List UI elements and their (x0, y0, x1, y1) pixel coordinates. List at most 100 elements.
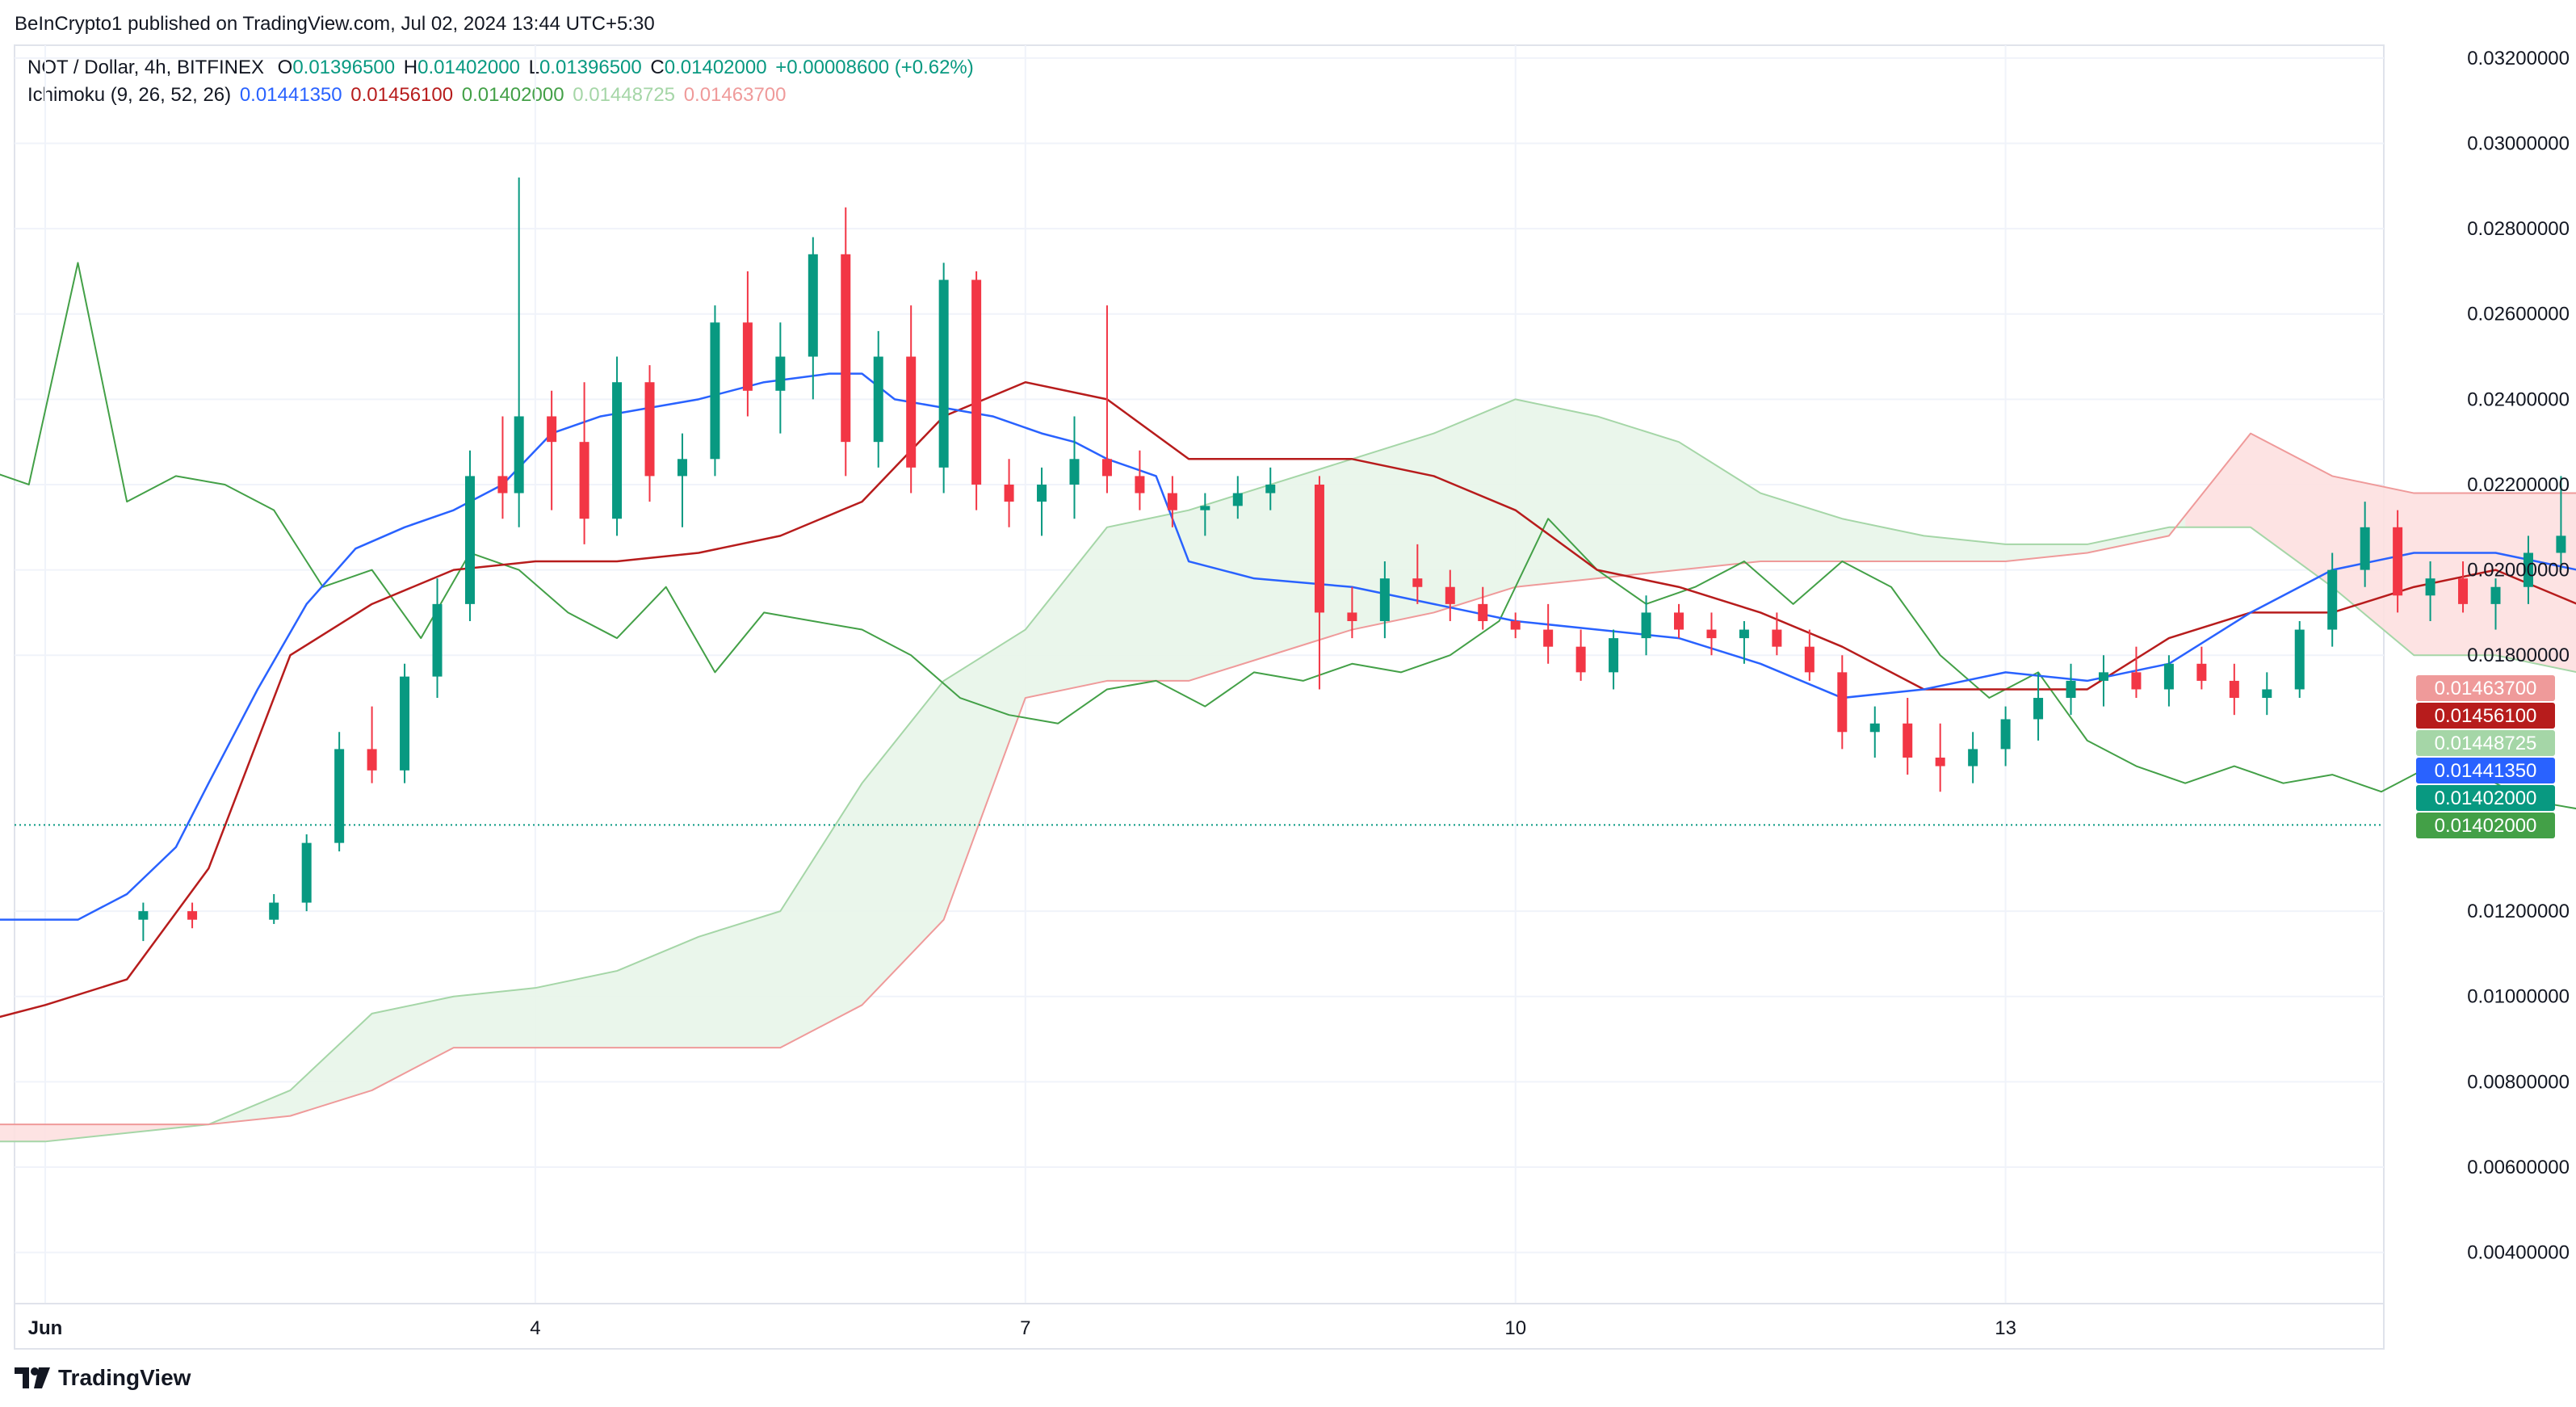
candle-body (2163, 663, 2174, 690)
candle (906, 305, 917, 494)
candle (367, 706, 377, 783)
candle-body (612, 382, 623, 519)
candle-body (2196, 663, 2207, 681)
candle-body (138, 911, 149, 920)
candle-body (1609, 638, 1619, 673)
candle-body (367, 749, 377, 771)
candle-body (334, 749, 345, 843)
candle (1347, 586, 1357, 639)
candle (2360, 502, 2370, 587)
y-tick-label: 0.00600000 (2467, 1157, 2570, 1178)
candle (432, 578, 443, 699)
candle-body (1804, 646, 1815, 673)
candle-body (1445, 586, 1455, 604)
candle-body (2327, 569, 2338, 630)
symbol-name: NOT / Dollar, 4h, BITFINEX (27, 57, 264, 78)
price-tag-bg (2416, 813, 2555, 838)
symbol-legend: NOT / Dollar, 4h, BITFINEX O0.01396500 H… (27, 57, 977, 79)
candle (841, 207, 851, 477)
price-tag: 0.01402000 (2416, 785, 2555, 811)
candle-body (2000, 719, 2011, 750)
candle-body (400, 676, 410, 771)
price-tags: 0.01463700 0.01456100 0.01448725 0.01441350… (2416, 675, 2555, 838)
candle (612, 356, 623, 536)
candle-body (2360, 527, 2370, 570)
candle (1543, 603, 1554, 664)
candle-body (2523, 552, 2533, 587)
candle (2523, 536, 2533, 604)
y-tick-label: 0.00800000 (2467, 1071, 2570, 1093)
price-tag-label: 0.01441350 (2435, 760, 2537, 782)
candle (2556, 476, 2566, 570)
open-value: 0.01396500 (292, 57, 396, 78)
y-tick-label: 0.02400000 (2467, 388, 2570, 410)
candle (2033, 672, 2044, 741)
candle (2229, 663, 2239, 716)
cloud-segment (0, 1124, 209, 1142)
candle-body (1232, 493, 1243, 506)
brand-name: TradingView (58, 1365, 191, 1390)
price-axis[interactable]: 0.03200000 0.03000000 0.02800000 0.02600000… (2467, 48, 2570, 1264)
close-value: 0.01402000 (664, 57, 767, 78)
candle-body (2458, 578, 2469, 604)
grid-lines (15, 45, 2384, 1304)
candle-body (464, 476, 475, 604)
candle-body (971, 279, 982, 485)
leading-span-a-line (0, 398, 2576, 1143)
candle (938, 262, 949, 494)
candle-body (2033, 698, 2044, 720)
candle-body (2131, 672, 2142, 690)
candle (2490, 578, 2501, 630)
change-value: +0.00008600 (+0.62%) (775, 57, 974, 78)
indicator-name: Ichimoku (9, 26, 52, 26) (27, 84, 232, 106)
candle (1037, 467, 1047, 536)
candle (497, 416, 508, 519)
time-axis[interactable]: Jun47101317202427Jul481114 (15, 1303, 2576, 1339)
candle (2294, 620, 2305, 699)
candle-body (1674, 612, 1684, 630)
candle-body (677, 459, 687, 477)
candle-body (841, 254, 851, 443)
candle (1739, 620, 1749, 664)
candle-body (644, 382, 655, 477)
price-tag-bg (2416, 785, 2555, 811)
candle (1575, 629, 1586, 681)
candle (301, 834, 312, 912)
tradingview-logo-icon (15, 1367, 50, 1388)
candle-body (775, 356, 786, 391)
candle (1101, 305, 1112, 494)
close-label: C (650, 57, 665, 78)
leading-span-b-line (0, 432, 2576, 1126)
candle (2098, 655, 2108, 707)
candle-body (873, 356, 883, 443)
candle-body (1069, 459, 1080, 485)
candle (187, 902, 198, 929)
tradingview-brand[interactable]: TradingView (15, 1365, 191, 1391)
candle (514, 177, 524, 527)
candlesticks (138, 177, 2566, 942)
candle-body (1314, 484, 1324, 613)
candle-body (187, 911, 198, 920)
candle (2458, 561, 2469, 613)
ichimoku-cloud (0, 399, 2576, 1142)
candle-body (2425, 578, 2435, 596)
base-line (0, 380, 2576, 1018)
price-tag-bg (2416, 703, 2555, 729)
candle-body (2490, 586, 2501, 604)
candle-body (1167, 493, 1177, 510)
candle (1674, 603, 1684, 639)
candle (579, 382, 589, 544)
price-tag-label: 0.01463700 (2435, 678, 2537, 699)
candle (742, 271, 753, 417)
candle-body (301, 842, 312, 903)
candle (1069, 416, 1080, 519)
candle (2327, 552, 2338, 647)
price-tag-label: 0.01402000 (2435, 788, 2537, 809)
y-tick-label: 0.02800000 (2467, 218, 2570, 240)
candle (1837, 655, 1848, 750)
candle-body (1869, 723, 1880, 733)
candle (1935, 723, 1945, 792)
candle-body (808, 254, 818, 357)
candle-body (514, 416, 524, 494)
